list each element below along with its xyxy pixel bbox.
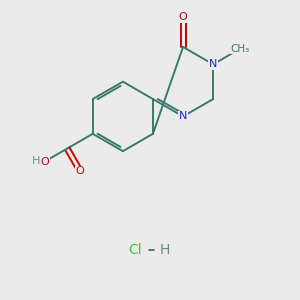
Text: H: H (160, 243, 170, 257)
Text: CH₃: CH₃ (231, 44, 250, 54)
Text: O: O (40, 157, 49, 166)
Text: N: N (179, 111, 187, 122)
Text: O: O (76, 166, 85, 176)
Text: N: N (209, 59, 217, 69)
Text: Cl: Cl (128, 243, 142, 257)
Text: H: H (32, 156, 41, 166)
Text: O: O (179, 12, 188, 22)
